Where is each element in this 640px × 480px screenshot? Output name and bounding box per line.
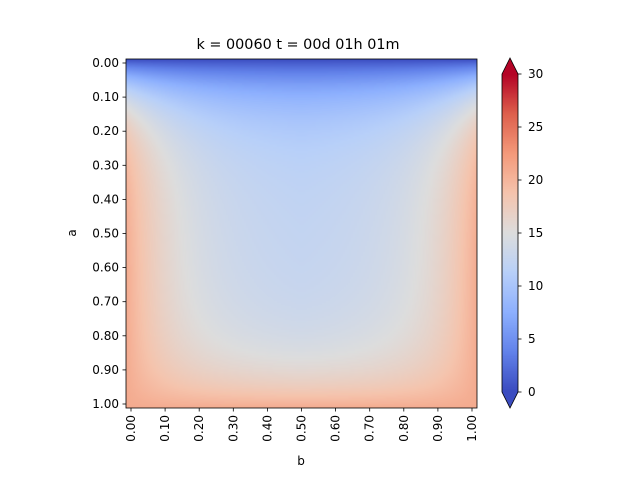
x-tick-label: 0.90 (431, 415, 445, 442)
y-tick-label: 0.80 (92, 329, 119, 343)
y-tick-label: 0.10 (92, 90, 119, 104)
y-tick-label: 0.50 (92, 227, 119, 241)
colorbar-gradient (502, 74, 518, 392)
y-axis-label: a (65, 229, 79, 236)
colorbar-tick-label: 5 (528, 332, 536, 346)
x-tick-label: 0.70 (363, 415, 377, 442)
x-tick-label: 0.50 (295, 415, 309, 442)
colorbar-over-extension (502, 58, 518, 74)
x-tick-label: 0.20 (192, 415, 206, 442)
colorbar-tick-label: 10 (528, 279, 543, 293)
colorbar-under-extension (502, 392, 518, 408)
colorbar-ticks: 0 5 10 15 20 25 30 (518, 67, 543, 399)
y-tick-label: 0.60 (92, 261, 119, 275)
x-tick-label: 0.10 (158, 415, 172, 442)
colorbar-tick-label: 30 (528, 67, 543, 81)
y-tick-label: 0.20 (92, 124, 119, 138)
colorbar-tick-label: 25 (528, 120, 543, 134)
x-tick-label: 1.00 (465, 415, 479, 442)
x-tick-label: 0.00 (124, 415, 138, 442)
chart-title: k = 00060 t = 00d 01h 01m (196, 37, 399, 53)
x-axis-label: b (297, 454, 305, 468)
heatmap-field (126, 59, 477, 408)
y-tick-label: 0.30 (92, 158, 119, 172)
colorbar-tick-label: 20 (528, 173, 543, 187)
colorbar-tick-label: 15 (528, 226, 543, 240)
y-tick-label: 0.40 (92, 192, 119, 206)
x-axis-ticks: 0.00 0.10 0.20 0.30 0.40 0.50 0.60 0.70 0.80 0.90… (124, 408, 479, 442)
y-tick-label: 0.70 (92, 295, 119, 309)
y-tick-label: 0.00 (92, 56, 119, 70)
y-axis-ticks: 0.00 0.10 0.20 0.30 0.40 0.50 0.60 0.70 0.80 0.90… (92, 56, 126, 411)
x-tick-label: 0.30 (226, 415, 240, 442)
x-tick-label: 0.80 (397, 415, 411, 442)
x-tick-label: 0.40 (260, 415, 274, 442)
x-tick-label: 0.60 (329, 415, 343, 442)
colorbar-tick-label: 0 (528, 385, 536, 399)
y-tick-label: 0.90 (92, 363, 119, 377)
y-tick-label: 1.00 (92, 397, 119, 411)
